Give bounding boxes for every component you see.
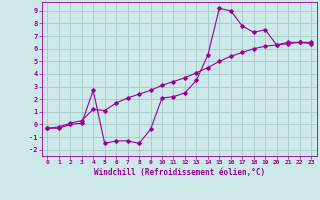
X-axis label: Windchill (Refroidissement éolien,°C): Windchill (Refroidissement éolien,°C)	[94, 168, 265, 177]
